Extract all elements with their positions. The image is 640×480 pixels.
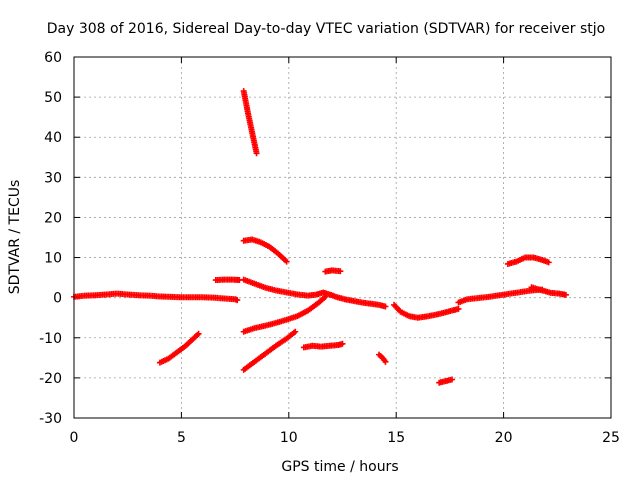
series-arc-neg12 — [300, 340, 346, 351]
y-tick-label: 60 — [44, 50, 62, 66]
data-point — [449, 376, 456, 383]
data-point — [283, 258, 290, 265]
data-point — [382, 358, 389, 365]
data-point — [455, 305, 462, 312]
series-arc-short-5 — [212, 276, 243, 284]
series-arc-main-0-8 — [71, 290, 241, 304]
x-tick-label: 20 — [495, 430, 513, 446]
y-tick-label: -30 — [39, 411, 62, 427]
series-arc-dip-15 — [391, 301, 462, 321]
data-point — [195, 330, 202, 337]
x-tick-label: 10 — [280, 430, 298, 446]
x-tick-label: 25 — [602, 430, 620, 446]
y-axis-label: SDTVAR / TECUs — [7, 180, 23, 295]
grid — [74, 57, 611, 418]
y-tick-label: -20 — [39, 371, 62, 387]
series-arc-rising-neg18 — [240, 328, 299, 373]
data-point — [234, 297, 241, 304]
data-point — [292, 328, 299, 335]
data-point — [337, 268, 344, 275]
y-tick-label: 30 — [44, 170, 62, 186]
series-arc-mid-merge — [240, 276, 389, 310]
y-tick-label: 10 — [44, 251, 62, 267]
data-point — [253, 150, 260, 157]
series-arc-high-hump — [240, 236, 290, 265]
series-arc-descending-steep — [240, 88, 260, 157]
series-arc-short-neg15 — [376, 351, 389, 365]
x-tick-label: 0 — [70, 430, 79, 446]
series-arc-late-bump — [504, 254, 552, 267]
axis-ticks: 0 5 10 15 20 25 -30 -20 -10 0 10 20 30 40 50 60 — [39, 50, 620, 446]
data-point — [339, 340, 346, 347]
y-tick-label: 0 — [53, 291, 62, 307]
plot-frame — [73, 56, 612, 419]
series-arc-late-main — [455, 286, 546, 306]
series-arc-rising-neg8 — [240, 293, 329, 335]
series-arc-late-tail — [528, 284, 569, 298]
data-point — [562, 291, 569, 298]
data-point — [545, 259, 552, 266]
series-arc-neg21 — [436, 376, 456, 386]
y-tick-label: 50 — [44, 90, 62, 106]
series-arc-bump-7 — [322, 267, 344, 275]
x-tick-label: 5 — [177, 430, 186, 446]
data-point — [322, 293, 329, 300]
chart-title: Day 308 of 2016, Sidereal Day-to-day VTE… — [47, 21, 605, 37]
x-axis-label: GPS time / hours — [281, 459, 398, 475]
data-point — [382, 303, 389, 310]
y-tick-label: -10 — [39, 331, 62, 347]
data-points — [71, 88, 569, 386]
y-tick-label: 40 — [44, 130, 62, 146]
series-arc-rising-neg16 — [156, 330, 202, 366]
y-tick-label: 20 — [44, 210, 62, 226]
x-tick-label: 15 — [387, 430, 405, 446]
